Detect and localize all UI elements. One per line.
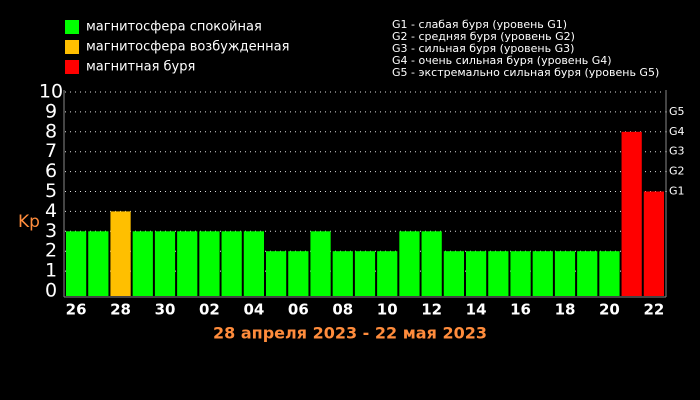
bar: [399, 231, 420, 296]
y-tick-label: 5: [45, 180, 57, 202]
bar: [443, 251, 464, 296]
y2-tick-label: G2: [669, 165, 685, 178]
bar: [154, 231, 176, 296]
y-tick-label: 2: [45, 240, 57, 262]
x-tick-label: 14: [466, 301, 487, 319]
bar: [266, 251, 287, 296]
y-tick-label: 9: [45, 100, 57, 122]
bar: [466, 251, 487, 296]
note: G4 - очень сильная буря (уровень G4): [392, 54, 612, 67]
legend-label: магнитная буря: [86, 60, 195, 75]
bar: [488, 251, 509, 296]
y-tick-label: 8: [45, 120, 57, 142]
x-tick-label: 18: [555, 301, 576, 319]
x-tick-label: 16: [510, 301, 531, 319]
bar: [132, 231, 153, 296]
chart-title: 28 апреля 2023 - 22 мая 2023: [213, 324, 487, 343]
bar: [199, 231, 220, 296]
bar: [421, 231, 442, 296]
note: G5 - экстремально сильная буря (уровень …: [392, 66, 659, 79]
bar: [177, 231, 198, 296]
x-tick-label: 04: [243, 301, 264, 319]
bar: [510, 251, 531, 296]
x-tick-label: 26: [66, 301, 87, 319]
x-tick-label: 02: [199, 301, 220, 319]
y2-tick-label: G3: [669, 145, 685, 158]
bar: [310, 231, 331, 296]
note: G1 - слабая буря (уровень G1): [392, 18, 567, 31]
x-tick-label: 08: [332, 301, 353, 319]
y-tick-label: 6: [45, 160, 57, 182]
x-tick-label: 06: [288, 301, 309, 319]
y-tick-label: 3: [45, 220, 57, 242]
y2-tick-label: G5: [669, 105, 685, 118]
y-tick-label: 0: [45, 280, 57, 302]
bar: [88, 231, 109, 296]
bar: [554, 251, 576, 296]
legend-swatch: [65, 40, 79, 54]
legend-swatch: [65, 20, 79, 34]
bar: [577, 251, 598, 296]
y-axis-label: Kp: [18, 212, 40, 232]
x-tick-label: 22: [643, 301, 664, 319]
y-tick-label: 7: [45, 140, 57, 162]
bar: [643, 191, 664, 296]
bar: [288, 251, 309, 296]
legend-label: магнитосфера спокойная: [86, 20, 262, 35]
y2-tick-label: G4: [669, 125, 685, 138]
y-tick-label: 1: [45, 260, 57, 282]
legend-label: магнитосфера возбужденная: [86, 40, 289, 55]
y2-tick-label: G1: [669, 185, 685, 198]
bar: [221, 231, 242, 296]
y-tick-label: 10: [39, 81, 63, 103]
x-tick-label: 30: [155, 301, 176, 319]
bar: [532, 251, 553, 296]
y-tick-label: 4: [45, 200, 57, 222]
bar: [66, 231, 87, 296]
bar: [243, 231, 264, 296]
bar: [377, 251, 398, 296]
bar: [599, 251, 620, 296]
x-tick-label: 20: [599, 301, 620, 319]
x-tick-label: 12: [421, 301, 442, 319]
legend-swatch: [65, 60, 79, 74]
note: G2 - средняя буря (уровень G2): [392, 30, 575, 43]
bar: [354, 251, 376, 296]
bar: [621, 131, 642, 296]
x-tick-label: 10: [377, 301, 398, 319]
x-tick-label: 28: [110, 301, 131, 319]
bar: [110, 211, 131, 296]
bar: [332, 251, 353, 296]
note: G3 - сильная буря (уровень G3): [392, 42, 574, 55]
